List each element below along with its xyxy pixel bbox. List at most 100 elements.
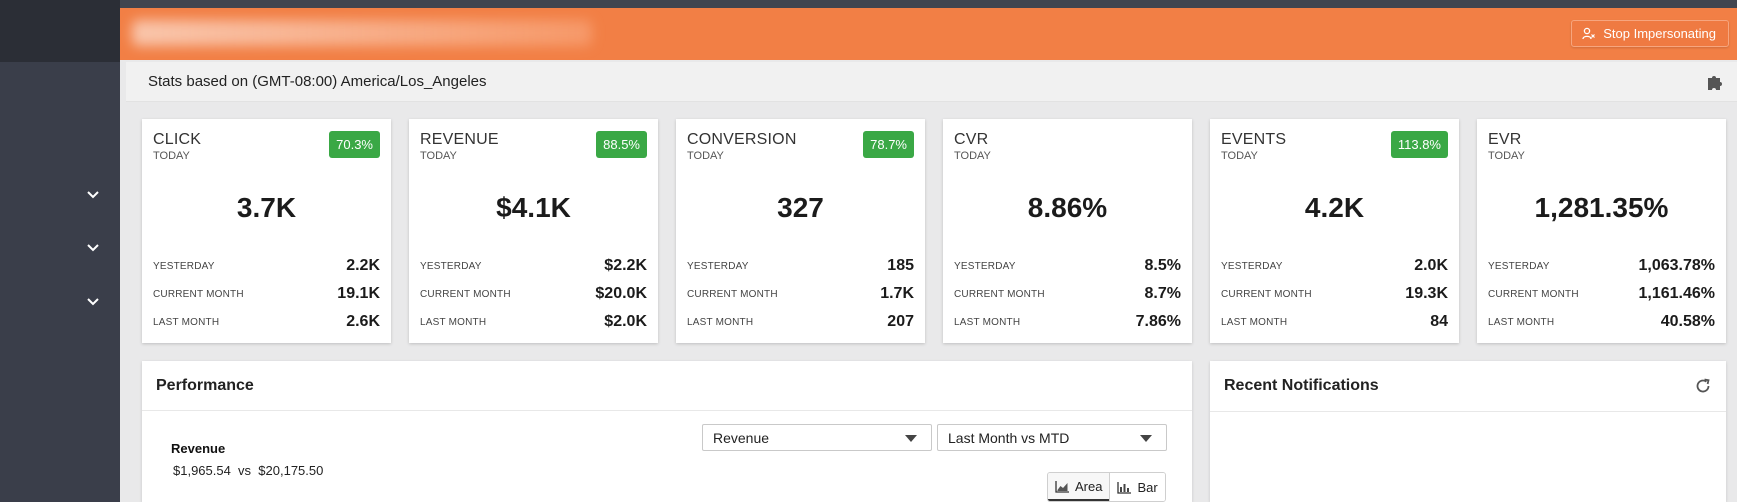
card-row: LAST MONTH 7.86% [954,312,1181,332]
card-row: YESTERDAY 1,063.78% [1488,256,1715,276]
change-badge: 88.5% [596,131,647,158]
area-toggle-label: Area [1075,478,1103,494]
performance-metric-label: Revenue [171,441,226,456]
row-value: 2.0K [1414,257,1448,274]
top-strip [0,0,1737,8]
card-row: LAST MONTH 2.6K [153,312,380,332]
card-subtitle: TODAY [420,150,457,162]
row-label: LAST MONTH [954,316,1021,328]
card-value: 327 [777,192,824,223]
card-value: 1,281.35% [1534,192,1669,223]
row-value: 19.3K [1405,285,1448,302]
stop-impersonating-button[interactable]: Stop Impersonating [1571,20,1729,47]
row-value: 2.6K [346,313,380,330]
row-label: LAST MONTH [687,316,754,328]
row-value: $2.2K [604,257,647,274]
puzzle-icon[interactable] [1705,72,1725,92]
sidebar [0,0,120,502]
caret-down-icon [905,435,917,442]
card-value: 4.2K [1304,192,1365,223]
card-row: LAST MONTH 40.58% [1488,312,1715,332]
card-row: CURRENT MONTH 8.7% [954,284,1181,304]
row-value: 7.86% [1135,313,1181,330]
notifications-title: Recent Notifications [1224,377,1379,394]
row-label: YESTERDAY [420,260,482,272]
sidebar-header [0,0,120,62]
metric-select-value: Revenue [713,429,770,446]
card-title: CLICK [153,131,202,148]
row-label: CURRENT MONTH [1488,288,1579,300]
chevron-down-icon [87,191,99,199]
row-value: 40.58% [1660,313,1715,330]
area-toggle-button[interactable]: Area [1048,473,1110,501]
impersonation-banner: Stop Impersonating [120,8,1737,60]
row-label: YESTERDAY [954,260,1016,272]
card-title: EVENTS [1221,131,1287,148]
card-row: CURRENT MONTH $20.0K [420,284,647,304]
kpi-card-cvr: CVR TODAY 8.86% YESTERDAY 8.5% CURRENT MO… [943,119,1192,343]
kpi-card-evr: EVR TODAY 1,281.35% YESTERDAY 1,063.78% C… [1477,119,1726,343]
card-row: LAST MONTH 84 [1221,312,1448,332]
row-label: YESTERDAY [153,260,215,272]
sidebar-expand-1[interactable] [80,182,106,208]
row-label: LAST MONTH [153,316,220,328]
card-title: REVENUE [420,131,499,148]
card-title: EVR [1488,131,1522,148]
card-value: 3.7K [236,192,297,223]
performance-panel: Performance Revenue $1,965.54 vs $20,175… [142,361,1192,502]
card-subtitle: TODAY [153,150,190,162]
row-label: CURRENT MONTH [687,288,778,300]
row-value: 8.5% [1144,257,1181,274]
card-row: YESTERDAY $2.2K [420,256,647,276]
period-select-value: Last Month vs MTD [948,429,1070,446]
card-row: LAST MONTH $2.0K [420,312,647,332]
change-badge: 70.3% [329,131,380,158]
row-label: YESTERDAY [1488,260,1550,272]
row-value: $2.0K [604,313,647,330]
area-chart-icon [1055,480,1069,493]
performance-comparison: $1,965.54 vs $20,175.50 [173,463,324,478]
row-label: LAST MONTH [1221,316,1288,328]
card-row: YESTERDAY 8.5% [954,256,1181,276]
card-subtitle: TODAY [1221,150,1258,162]
card-row: CURRENT MONTH 1,161.46% [1488,284,1715,304]
kpi-card-events: EVENTS TODAY 113.8% 4.2K YESTERDAY 2.0K C… [1210,119,1459,343]
card-row: YESTERDAY 2.2K [153,256,380,276]
card-row: CURRENT MONTH 19.3K [1221,284,1448,304]
timezone-bar: Stats based on (GMT-08:00) America/Los_A… [126,62,1737,102]
row-value: 8.7% [1144,285,1181,302]
metric-select[interactable]: Revenue [702,424,932,451]
user-icon [1582,27,1596,40]
card-row: LAST MONTH 207 [687,312,914,332]
row-value: 19.1K [337,285,380,302]
sidebar-expand-3[interactable] [80,289,106,315]
card-title: CONVERSION [687,131,797,148]
bar-chart-icon [1117,481,1132,494]
bar-toggle-button[interactable]: Bar [1109,473,1165,501]
card-row: CURRENT MONTH 19.1K [153,284,380,304]
chart-type-toggle: Area Bar [1047,472,1166,502]
kpi-card-conversion: CONVERSION TODAY 78.7% 327 YESTERDAY 185 … [676,119,925,343]
performance-title: Performance [156,377,254,394]
card-subtitle: TODAY [954,150,991,162]
card-row: YESTERDAY 2.0K [1221,256,1448,276]
row-value: 1.7K [880,285,914,302]
row-value: 2.2K [346,257,380,274]
card-value: $4.1K [496,192,571,223]
period-select[interactable]: Last Month vs MTD [937,424,1167,451]
row-value: 207 [887,313,914,330]
refresh-icon[interactable] [1694,377,1712,395]
kpi-card-revenue: REVENUE TODAY 88.5% $4.1K YESTERDAY $2.2K… [409,119,658,343]
card-title: CVR [954,131,989,148]
timezone-text: Stats based on (GMT-08:00) America/Los_A… [148,73,487,90]
row-label: YESTERDAY [687,260,749,272]
row-value: 1,161.46% [1638,285,1715,302]
caret-down-icon [1140,435,1152,442]
row-label: CURRENT MONTH [420,288,511,300]
panel-divider [1210,411,1726,412]
row-label: CURRENT MONTH [153,288,244,300]
sidebar-expand-2[interactable] [80,235,106,261]
row-label: LAST MONTH [1488,316,1555,328]
stop-impersonating-label: Stop Impersonating [1603,26,1716,41]
card-row: YESTERDAY 185 [687,256,914,276]
